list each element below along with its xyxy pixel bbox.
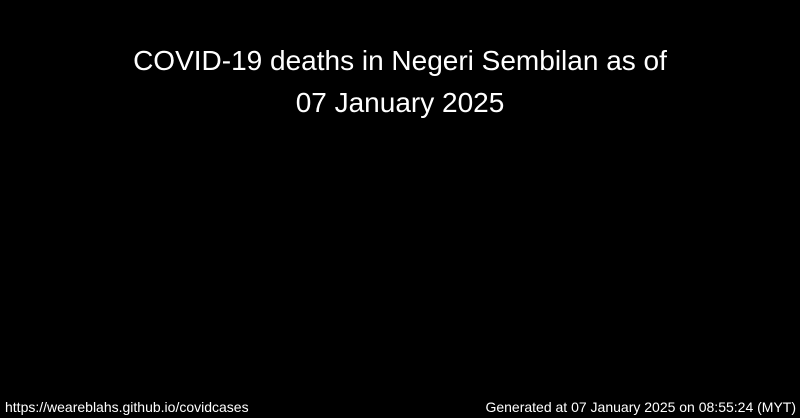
title-line-1: COVID-19 deaths in Negeri Sembilan as of <box>133 45 667 76</box>
source-url-text: https://weareblahs.github.io/covidcases <box>5 399 249 415</box>
generated-timestamp: Generated at 07 January 2025 on 08:55:24… <box>485 399 796 415</box>
page-title: COVID-19 deaths in Negeri Sembilan as of… <box>0 40 800 124</box>
title-line-2: 07 January 2025 <box>295 87 505 118</box>
